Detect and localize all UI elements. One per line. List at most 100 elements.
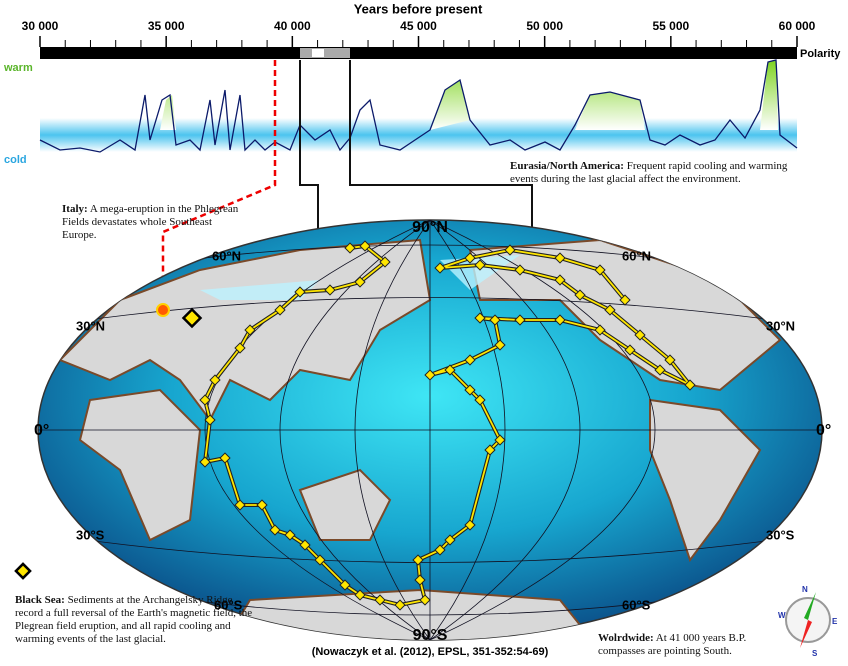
polarity-label: Polarity: [800, 48, 841, 60]
eruption-arrow: [160, 60, 277, 302]
note-heading: Italy:: [62, 203, 88, 215]
vgp-point: [514, 314, 526, 326]
vgp-point: [654, 364, 666, 376]
vgp-point: [394, 599, 406, 611]
vgp-point: [274, 304, 286, 316]
tick-label: 60 000: [779, 19, 816, 33]
africa: [78, 388, 202, 542]
compass-letter: N: [802, 585, 808, 594]
vgp-point: [354, 589, 366, 601]
eurasia-note: Eurasia/North America: Frequent rapid co…: [510, 160, 810, 186]
vgp-point: [294, 286, 306, 298]
polarity-bar: [40, 47, 797, 59]
tick-label: 40 000: [274, 19, 311, 33]
note-text: At 41 000 years B.P. compasses are point…: [598, 632, 747, 657]
vgp-point: [199, 394, 211, 406]
vgp-point: [619, 294, 631, 306]
australia: [298, 468, 392, 541]
lat-label: 30°N: [766, 318, 795, 333]
timeline-ticks: 30 000 35 000 40 000 45 000 50 000 55 000 60 0…: [22, 19, 816, 47]
vgp-point: [594, 264, 606, 276]
graticule: [38, 220, 822, 640]
black-sea-note: Black Sea: Sediments at the Archangelsky…: [15, 594, 255, 646]
lat-label: 60°N: [212, 248, 241, 263]
vgp-point: [554, 274, 566, 286]
vgp-point: [464, 252, 476, 264]
vgp-point: [379, 256, 391, 268]
pole-label: 90°N: [412, 219, 448, 236]
vgp-point: [504, 244, 516, 256]
lat-label: 30°S: [76, 527, 105, 542]
legend-diamond: [14, 562, 32, 580]
vgp-point: [494, 339, 506, 351]
note-text: A mega-eruption in the Phlegrean Fields …: [62, 203, 239, 241]
vgp-point: [474, 259, 486, 271]
italy-note: Italy: A mega-eruption in the Phlegrean …: [62, 203, 242, 242]
cold-label: cold: [4, 154, 27, 166]
vgp-point: [434, 262, 446, 274]
vgp-point: [664, 354, 676, 366]
tick-label: 50 000: [526, 19, 563, 33]
vgp-point: [484, 444, 496, 456]
note-heading: Wolrdwide:: [598, 632, 654, 644]
note-heading: Black Sea:: [15, 594, 65, 606]
vgp-point: [444, 534, 456, 546]
note-heading: Eurasia/North America:: [510, 160, 624, 172]
lat-label: 0°: [34, 422, 49, 439]
lat-label: 60°N: [622, 248, 651, 263]
lat-label: 30°S: [766, 527, 795, 542]
vgp-point: [219, 452, 231, 464]
lat-label: 60°S: [622, 597, 651, 612]
vgp-point: [474, 312, 486, 324]
vgp-point: [244, 324, 256, 336]
ice-sheets: [200, 255, 520, 300]
note-text: Frequent rapid cooling and warming event…: [510, 160, 788, 185]
vgp-point: [199, 456, 211, 468]
vgp-point: [514, 264, 526, 276]
vgp-point: [434, 544, 446, 556]
vgp-point: [359, 240, 371, 252]
climate-curve: [39, 59, 798, 153]
tick-label: 55 000: [652, 19, 689, 33]
vgp-point: [324, 284, 336, 296]
vgp-point: [634, 329, 646, 341]
vgp-point: [574, 289, 586, 301]
cold-band: [40, 118, 797, 152]
vgp-point: [554, 314, 566, 326]
vgp-point: [299, 539, 311, 551]
timeline-title: Years before present: [354, 1, 483, 16]
vgp-point: [594, 324, 606, 336]
worldwide-note: Wolrdwide: At 41 000 years B.P. compasse…: [598, 632, 778, 658]
antarctica: [218, 588, 603, 640]
vgp-point: [684, 379, 696, 391]
warm-label: warm: [3, 62, 33, 74]
vgp-point: [464, 384, 476, 396]
vgp-point: [494, 434, 506, 446]
vgp-point: [374, 594, 386, 606]
eruption-site: [156, 303, 170, 317]
vgp-point: [269, 524, 281, 536]
vgp-point: [444, 364, 456, 376]
lat-label: 0°: [816, 422, 831, 439]
vgp-point: [314, 554, 326, 566]
vgp-point: [624, 344, 636, 356]
vgp-point: [414, 574, 426, 586]
vgp-point: [419, 594, 431, 606]
note-text: Sediments at the Archangelsky Ridge reco…: [15, 594, 253, 645]
vgp-point: [489, 314, 501, 326]
warm-fill: [160, 60, 778, 130]
vgp-point: [604, 304, 616, 316]
vgp-point: [209, 374, 221, 386]
vgp-point: [412, 554, 424, 566]
vgp-point: [354, 276, 366, 288]
vgp-point: [344, 242, 356, 254]
vgp-track: [199, 240, 696, 611]
vgp-point: [284, 529, 296, 541]
compass-letter: E: [832, 617, 838, 626]
tick-label: 35 000: [148, 19, 185, 33]
lat-label: 60°S: [214, 597, 243, 612]
compass: N E S W: [778, 585, 838, 658]
vgp-point: [474, 394, 486, 406]
